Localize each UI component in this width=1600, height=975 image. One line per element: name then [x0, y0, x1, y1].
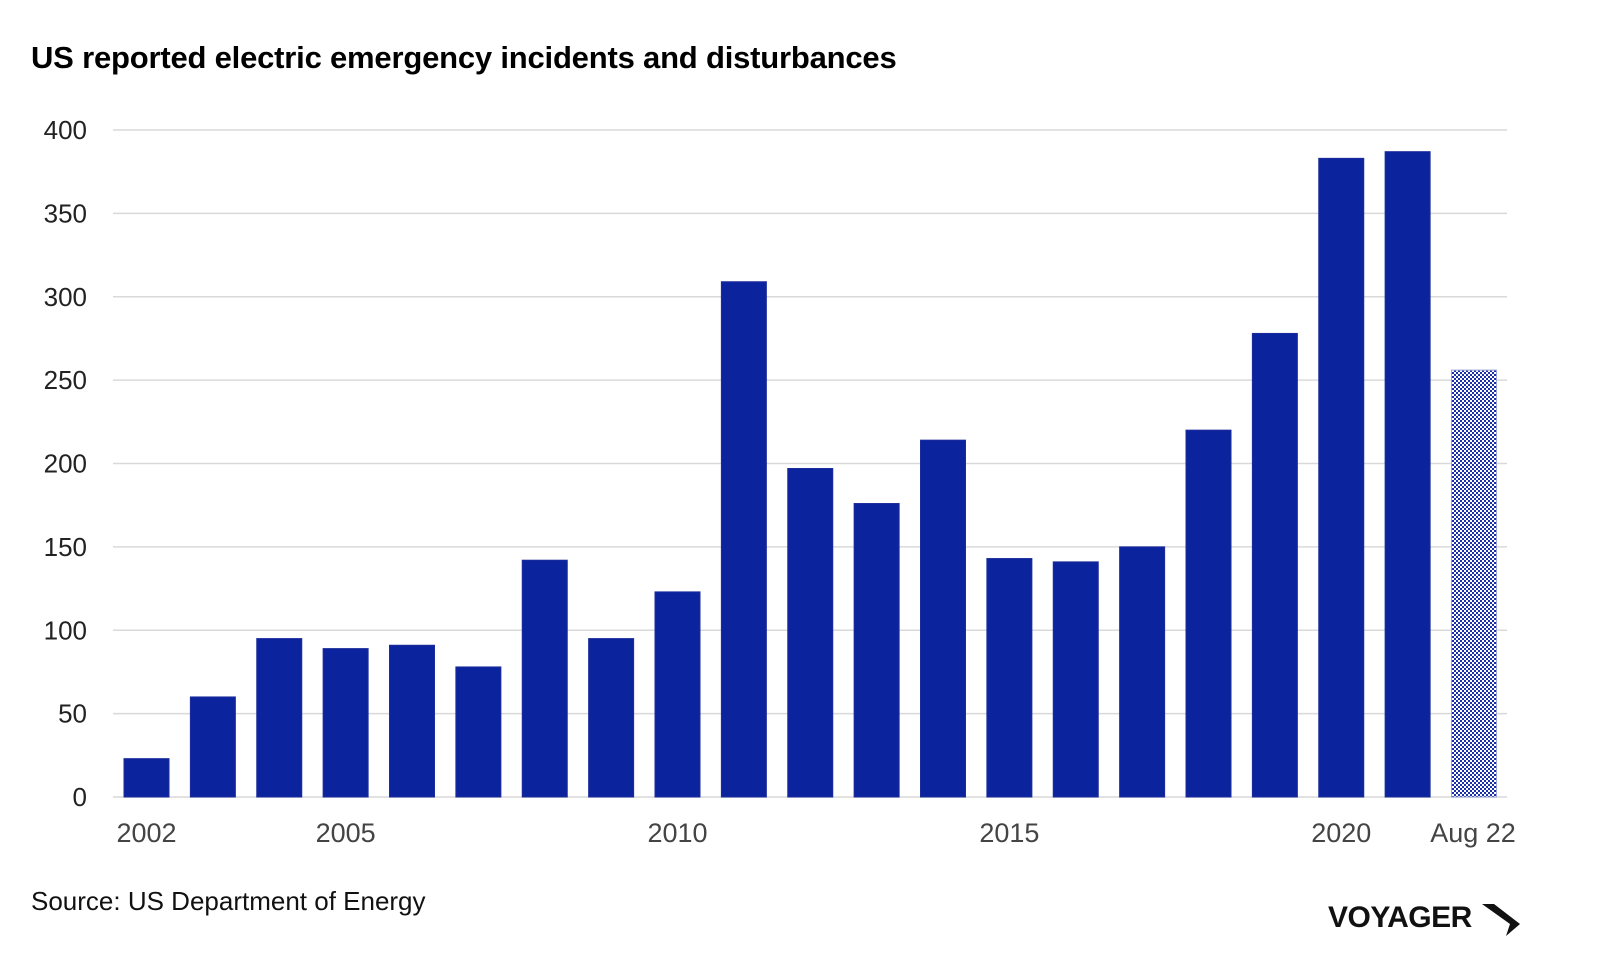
bar-2013	[853, 503, 900, 798]
bar-2003	[189, 696, 236, 798]
y-tick-label: 150	[44, 532, 87, 562]
y-axis-ticks: 0 50 100 150 200 250 300 350 400	[44, 115, 87, 812]
bar-2012	[787, 468, 834, 798]
y-tick-label: 0	[73, 782, 87, 812]
bar-2017	[1119, 546, 1166, 798]
voyager-arrow-icon	[1481, 904, 1520, 936]
x-tick-label: 2010	[647, 818, 707, 848]
bar-2016	[1052, 561, 1099, 798]
bar-chart: 0 50 100 150 200 250 300 350 400 2002 2005 2010 201…	[44, 115, 1516, 848]
bar-2007	[455, 666, 502, 798]
bar-2002	[123, 758, 170, 798]
bar-2008	[521, 559, 568, 798]
y-tick-label: 350	[44, 198, 87, 228]
x-tick-label: 2015	[979, 818, 1039, 848]
chart-title: US reported electric emergency incidents…	[31, 40, 897, 75]
y-tick-label: 300	[44, 282, 87, 312]
bar-2015	[986, 558, 1033, 798]
bar-partial-aug-22	[1451, 369, 1497, 798]
brand-name: VOYAGER	[1328, 901, 1472, 934]
bar-2018	[1185, 429, 1232, 798]
bar-2010	[654, 591, 701, 798]
x-tick-label: 2002	[116, 818, 176, 848]
bar-2005	[322, 648, 369, 798]
brand-logo: VOYAGER	[1328, 898, 1522, 938]
x-tick-label: 2005	[316, 818, 376, 848]
x-tick-label: Aug 22	[1430, 818, 1516, 848]
bar-2021	[1384, 151, 1431, 798]
bars	[123, 151, 1497, 798]
bar-2009	[588, 638, 635, 798]
y-tick-label: 400	[44, 115, 87, 145]
bar-2006	[389, 644, 435, 798]
bar-2019	[1251, 332, 1298, 798]
bar-2011	[720, 281, 767, 798]
y-tick-label: 100	[44, 615, 87, 645]
y-tick-label: 250	[44, 365, 87, 395]
source-note: Source: US Department of Energy	[31, 886, 426, 916]
bar-2004	[256, 638, 303, 798]
bar-2020	[1318, 157, 1365, 798]
y-tick-label: 50	[58, 699, 87, 729]
y-tick-label: 200	[44, 449, 87, 479]
x-tick-label: 2020	[1311, 818, 1371, 848]
bar-2014	[920, 439, 966, 798]
x-axis-ticks: 2002 2005 2010 2015 2020 Aug 22	[116, 818, 1515, 848]
